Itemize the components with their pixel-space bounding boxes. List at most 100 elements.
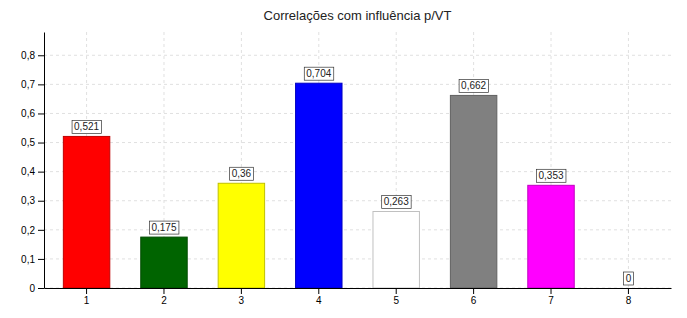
- data-label-group: 0,521: [72, 120, 101, 133]
- x-tick-mark: [628, 288, 629, 294]
- x-tick: 4: [316, 288, 322, 306]
- y-tick-mark: [38, 84, 44, 85]
- data-label-group: 0,662: [459, 79, 488, 92]
- bar: [141, 237, 187, 288]
- x-tick: 3: [239, 288, 245, 306]
- y-tick: 0,6: [21, 108, 44, 119]
- x-tick-label: 8: [626, 295, 632, 306]
- data-label-box: [304, 67, 333, 80]
- plot: 1234567800,10,20,30,40,50,60,70,80,5210,…: [21, 32, 671, 306]
- data-label-group: 0,704: [304, 67, 333, 80]
- y-tick-label: 0,6: [21, 108, 35, 119]
- x-tick-label: 6: [471, 295, 477, 306]
- data-label: 0,521: [74, 121, 99, 132]
- data-label: 0,704: [306, 68, 331, 79]
- bar: [450, 95, 496, 288]
- y-tick: 0: [29, 283, 44, 294]
- y-tick-mark: [38, 172, 44, 173]
- bar: [605, 288, 651, 289]
- data-label: 0,175: [151, 222, 176, 233]
- y-tick-mark: [38, 288, 44, 289]
- y-tick-label: 0,8: [21, 50, 35, 61]
- y-tick-label: 0,4: [21, 166, 35, 177]
- data-label: 0,36: [232, 168, 252, 179]
- x-tick-mark: [163, 288, 164, 294]
- grid-line-y: [44, 171, 671, 172]
- chart-svg: 1234567800,10,20,30,40,50,60,70,80,5210,…: [0, 0, 687, 318]
- x-axis: 12345678: [45, 288, 672, 306]
- x-tick-label: 1: [84, 295, 90, 306]
- y-tick-label: 0: [29, 283, 35, 294]
- y-tick-mark: [38, 201, 44, 202]
- y-axis-line: [44, 33, 45, 289]
- y-tick: 0,3: [21, 195, 44, 206]
- y-tick-label: 0,5: [21, 137, 35, 148]
- y-tick: 0,7: [21, 79, 44, 90]
- x-tick-mark: [318, 288, 319, 294]
- y-tick-mark: [38, 113, 44, 114]
- grid-line-y: [44, 288, 671, 289]
- x-tick: 7: [548, 288, 554, 306]
- y-tick: 0,1: [21, 254, 44, 265]
- data-label-box: [537, 169, 566, 182]
- x-axis-line: [45, 288, 672, 289]
- data-label-box: [230, 167, 254, 180]
- data-label: 0,662: [461, 80, 486, 91]
- y-tick-label: 0,3: [21, 195, 35, 206]
- y-tick-mark: [38, 143, 44, 144]
- x-tick-mark: [551, 288, 552, 294]
- data-label: 0: [626, 273, 632, 284]
- x-tick-label: 4: [316, 295, 322, 306]
- x-tick: 1: [84, 288, 90, 306]
- grid: [44, 32, 671, 288]
- title: Correlações com influência p/VT: [264, 8, 452, 23]
- data-labels: 0,521 0,175 0,36 0,704 0,263 0,662 0,353 0: [72, 67, 634, 285]
- grid-line-x: [628, 32, 629, 288]
- data-label: 0,263: [384, 196, 409, 207]
- bar: [528, 185, 574, 288]
- y-tick-label: 0,1: [21, 254, 35, 265]
- y-tick-mark: [38, 259, 44, 260]
- x-tick: 2: [161, 288, 167, 306]
- bar: [63, 136, 109, 288]
- x-tick: 8: [626, 288, 632, 306]
- data-label-group: 0,36: [230, 167, 254, 180]
- x-tick: 6: [471, 288, 477, 306]
- chart-container: 1234567800,10,20,30,40,50,60,70,80,5210,…: [0, 0, 687, 318]
- data-label-group: 0: [624, 272, 634, 285]
- data-label-box: [72, 120, 101, 133]
- y-tick-mark: [38, 230, 44, 231]
- data-label-group: 0,353: [537, 169, 566, 182]
- y-axis: 0 0,1 0,2 0,3 0,4 0,5 0,6 0,7 0,8: [21, 33, 44, 294]
- x-tick-mark: [473, 288, 474, 294]
- x-tick-label: 3: [239, 295, 245, 306]
- y-tick-label: 0,7: [21, 79, 35, 90]
- data-label-box: [149, 221, 178, 234]
- x-tick-mark: [396, 288, 397, 294]
- x-tick-label: 2: [161, 295, 167, 306]
- bar: [373, 211, 419, 288]
- grid-line-y: [44, 258, 671, 259]
- grid-line-y: [44, 113, 671, 114]
- grid-line-y: [44, 84, 671, 85]
- grid-line-y: [44, 200, 671, 201]
- data-label-box: [382, 195, 411, 208]
- data-label-group: 0,263: [382, 195, 411, 208]
- y-tick-label: 0,2: [21, 225, 35, 236]
- x-tick-label: 7: [548, 295, 554, 306]
- bars: [63, 83, 574, 288]
- y-tick: 0,5: [21, 137, 44, 148]
- y-tick-mark: [38, 55, 44, 56]
- data-label-box: [459, 79, 488, 92]
- bar: [218, 183, 264, 288]
- grid-line-y: [44, 142, 671, 143]
- y-tick: 0,2: [21, 225, 44, 236]
- data-label-group: 0,175: [149, 221, 178, 234]
- grid-line-y: [44, 229, 671, 230]
- data-label-box: [624, 272, 634, 285]
- x-tick-mark: [86, 288, 87, 294]
- grid-line-y: [44, 55, 671, 56]
- data-label: 0,353: [539, 170, 564, 181]
- y-tick: 0,4: [21, 166, 44, 177]
- x-tick-mark: [241, 288, 242, 294]
